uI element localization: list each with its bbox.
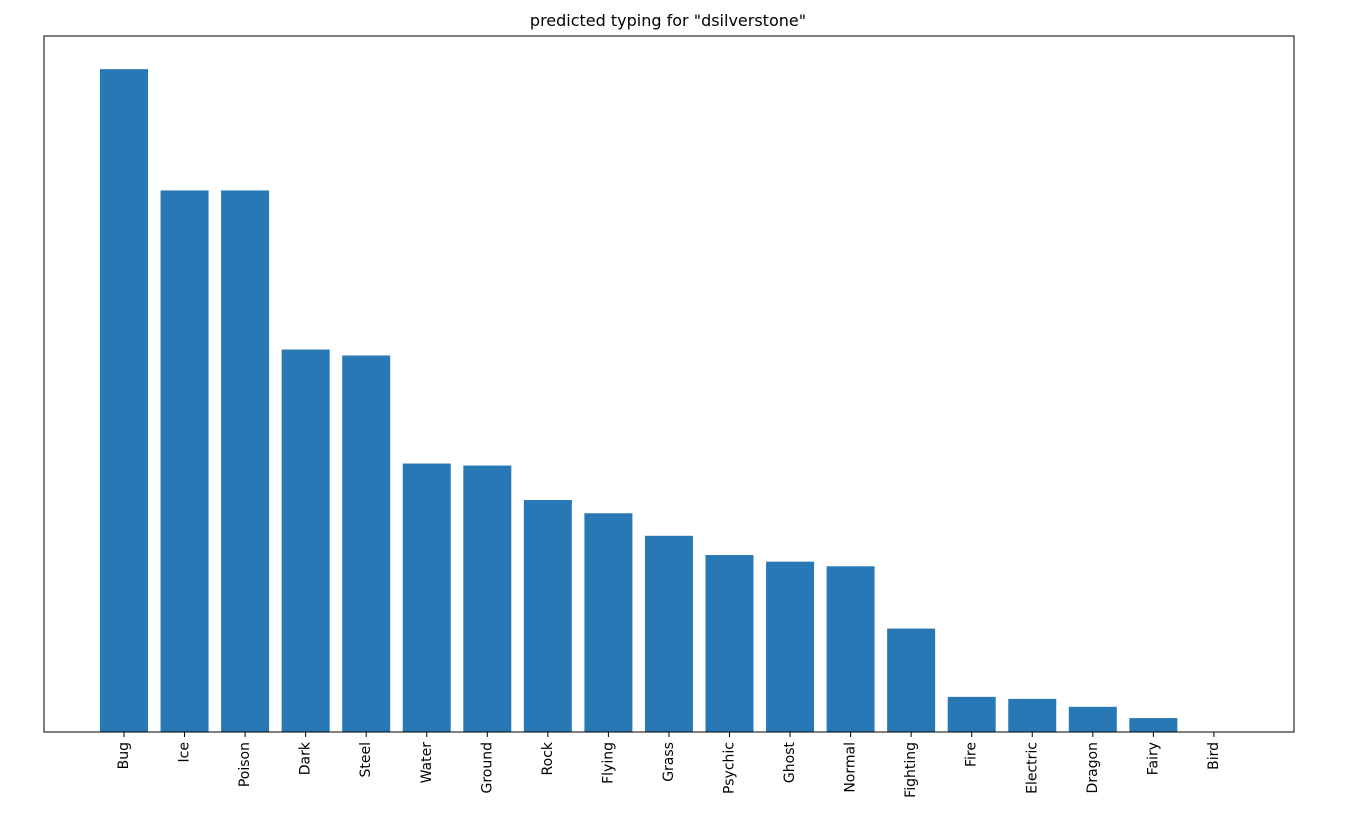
bar-electric [1008,698,1057,732]
x-tick-label: Steel [358,742,374,778]
bar-psychic [705,555,754,732]
bar-ghost [766,561,815,732]
x-tick-label: Fairy [1145,742,1161,775]
x-tick-label: Grass [661,742,677,782]
bar-grass [644,535,693,732]
bar-rock [523,500,572,732]
x-tick-label: Normal [843,742,859,793]
x-tick-label: Fire [964,742,980,767]
bar-normal [826,566,875,732]
x-tick-label: Dragon [1085,742,1101,793]
bar-fighting [887,628,936,732]
x-tick-label: Bird [1206,742,1222,770]
bars-group [100,69,1178,732]
x-tick-label: Flying [600,742,616,784]
bar-dark [281,349,330,732]
bar-steel [342,355,391,732]
bar-water [402,463,451,732]
bar-flying [584,513,633,732]
x-tick-label: Electric [1024,742,1040,794]
x-tick-label: Rock [540,741,556,775]
x-tick-label: Ground [479,742,495,794]
x-tick-label: Fighting [903,742,919,798]
x-tick-label: Ghost [782,741,798,783]
x-tick-label: Poison [237,742,253,787]
x-tick-label: Psychic [722,742,738,794]
bar-ice [160,190,209,732]
bar-ground [463,465,512,732]
bar-dragon [1068,706,1117,732]
x-tick-label: Water [419,742,435,784]
bar-fire [947,696,996,732]
x-tick-label: Ice [177,742,193,762]
x-ticks-group: Bug Ice Poison Dark Steel Water Ground Rock Flyi… [116,732,1222,798]
x-tick-label: Dark [298,741,314,775]
bar-bug [100,69,148,732]
bar-poison [221,190,270,732]
bar-fairy [1129,718,1178,732]
x-tick-label: Bug [116,742,132,769]
chart-title: predicted typing for "dsilverstone" [530,11,806,30]
